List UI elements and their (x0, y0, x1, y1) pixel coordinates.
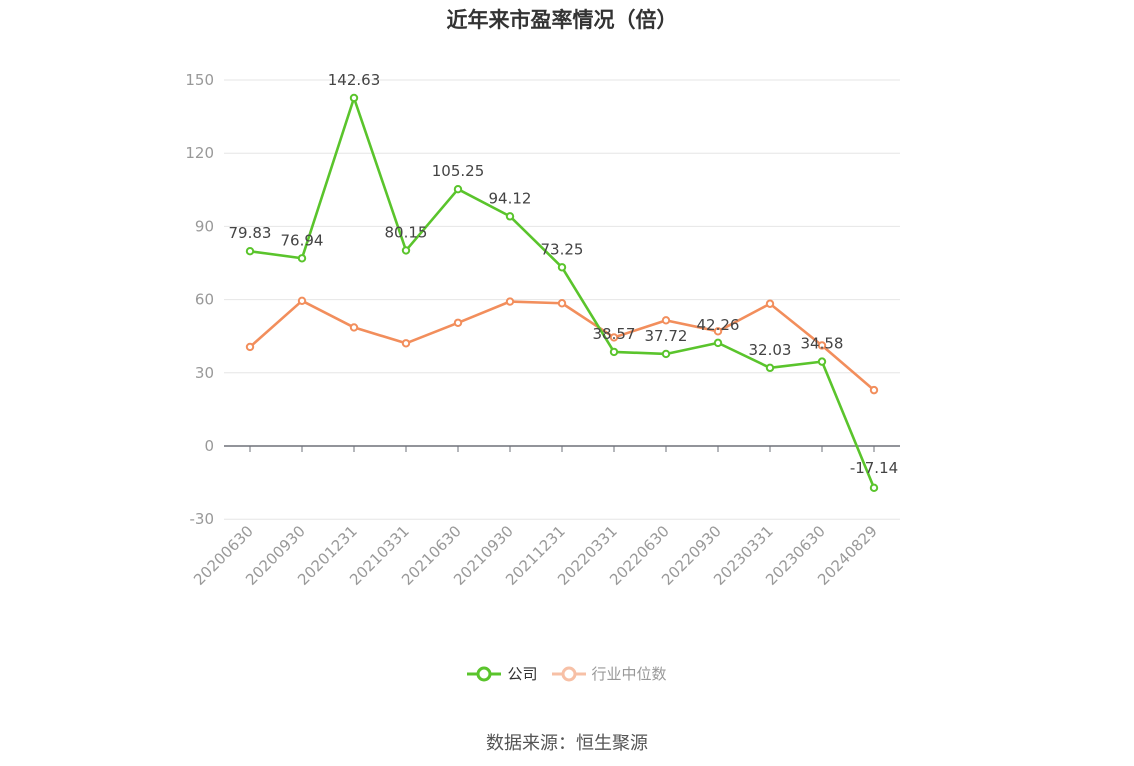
data-point-company (349, 93, 359, 103)
data-label-company: 37.72 (645, 327, 688, 345)
data-point-company (609, 347, 619, 357)
y-tick-label: 120 (185, 144, 214, 162)
data-point-company (661, 349, 671, 359)
data-point-industry-median (609, 333, 619, 342)
y-tick-label: 0 (204, 437, 214, 455)
x-axis-tick-labels: 2020063020200930202012312021033120210630… (190, 522, 881, 589)
legend-swatch-industry-median (551, 666, 586, 681)
data-point-industry-median (349, 323, 359, 332)
chart-title: 近年来市盈率情况（倍） (446, 8, 678, 32)
data-point-industry-median (713, 327, 723, 336)
series-layer (245, 93, 879, 493)
y-axis-tick-labels: -30 0 30 60 90 120 150 (185, 71, 214, 528)
data-label-company: 142.63 (328, 71, 381, 89)
data-point-industry-median (869, 385, 879, 395)
legend-item-company[interactable]: 公司 (467, 663, 538, 684)
data-point-company (713, 338, 723, 348)
line-chart: -30 0 30 60 90 120 150 20200630202009302020123… (185, 71, 900, 589)
data-label-company: -17.14 (850, 459, 898, 477)
data-point-company (245, 247, 255, 256)
y-tick-label: 90 (195, 217, 214, 235)
data-point-industry-median (453, 318, 463, 327)
data-label-company: 105.25 (432, 162, 485, 180)
data-point-company (817, 357, 827, 366)
data-label-company: 32.03 (749, 341, 792, 359)
data-label-company: 73.25 (541, 240, 584, 258)
data-label-company: 34.58 (801, 335, 844, 353)
legend-item-industry-median[interactable]: 行业中位数 (551, 663, 667, 684)
data-point-company (557, 263, 567, 272)
y-tick-label: -30 (190, 510, 215, 528)
legend: 公司 行业中位数 (0, 663, 1134, 684)
data-point-company (297, 254, 307, 263)
data-label-company: 79.83 (229, 224, 272, 242)
data-point-industry-median (505, 297, 515, 306)
data-point-industry-median (245, 342, 255, 352)
data-point-company (401, 246, 411, 255)
data-label-company: 42.26 (697, 316, 740, 334)
y-tick-label: 30 (195, 364, 214, 382)
data-point-company (765, 363, 775, 373)
y-tick-label: 60 (195, 291, 214, 309)
data-label-company: 76.94 (281, 231, 324, 249)
source-note: 数据来源：恒生聚源 (486, 733, 648, 754)
series-line-company (249, 96, 876, 489)
data-point-industry-median (817, 341, 827, 350)
data-point-company (453, 184, 463, 194)
data-point-industry-median (401, 339, 411, 348)
legend-label-company: 公司 (507, 665, 538, 683)
data-point-industry-median (661, 316, 671, 325)
data-point-industry-median (297, 296, 307, 306)
x-axis (224, 445, 900, 452)
data-point-company (505, 212, 515, 221)
legend-swatch-company (467, 666, 502, 681)
data-point-industry-median (557, 299, 567, 308)
data-point-industry-median (765, 299, 775, 308)
legend-label-industry-median: 行业中位数 (591, 665, 667, 683)
data-label-company: 80.15 (385, 223, 428, 241)
y-tick-label: 150 (185, 71, 214, 89)
data-point-company (869, 483, 879, 493)
data-label-company: 94.12 (489, 189, 532, 207)
data-label-company: 38.57 (593, 325, 636, 343)
